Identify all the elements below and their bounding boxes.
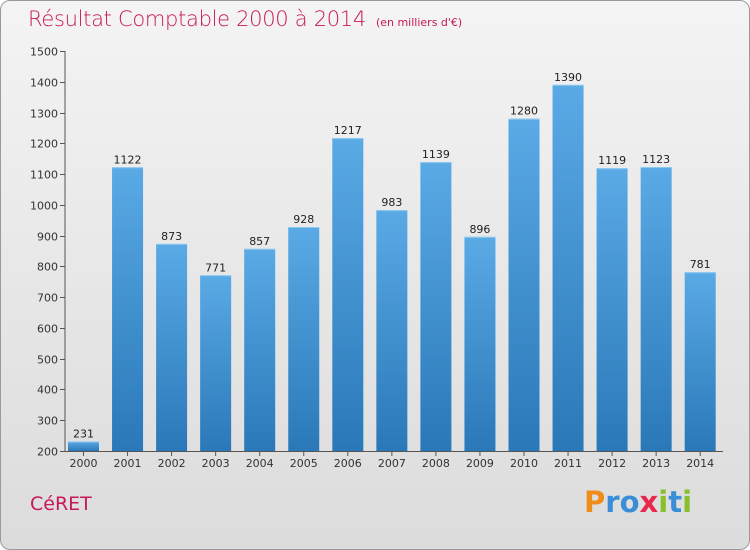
value-labels: 231 1122 873 771 857 928 1217 983 1139 896 1280 139…: [73, 71, 711, 441]
bar: [552, 84, 584, 451]
chart-title-unit: (en milliers d'€): [375, 16, 463, 29]
x-tick-label: 2007: [378, 457, 406, 470]
x-tick-label: 2010: [510, 457, 538, 470]
bar: [288, 227, 320, 451]
axes: 200 300 400 500 600 700 800 900 1000 1100 1200 1300…: [30, 46, 723, 470]
bar: [332, 138, 364, 452]
logo-letter: i: [658, 485, 669, 519]
chart-title-main: Résultat Comptable 2000 à 2014: [28, 7, 366, 31]
y-tick-label: 300: [37, 415, 58, 428]
bar: [156, 243, 188, 451]
chart-title: Résultat Comptable 2000 à 2014 (en millie…: [28, 7, 462, 31]
y-tick-label: 700: [37, 292, 58, 305]
data-label: 1139: [422, 148, 450, 161]
logo-letter: P: [584, 485, 606, 519]
bar: [596, 168, 628, 451]
x-tick-label: 2004: [246, 457, 274, 470]
y-tick-label: 1200: [30, 138, 58, 151]
data-label: 983: [381, 196, 402, 209]
y-tick-label: 500: [37, 354, 58, 367]
data-label: 1122: [114, 153, 142, 166]
data-label: 781: [690, 258, 711, 271]
x-tick-label: 2008: [422, 457, 450, 470]
y-tick-label: 400: [37, 384, 58, 397]
logo-letter: t: [668, 485, 683, 519]
y-tick-label: 1500: [30, 46, 58, 59]
y-tick-label: 600: [37, 323, 58, 336]
x-tick-label: 2000: [70, 457, 98, 470]
data-label: 1217: [334, 124, 362, 137]
x-tick-label: 2014: [686, 457, 714, 470]
bar: [244, 248, 276, 451]
data-label: 1123: [642, 153, 670, 166]
logo-letter: r: [605, 485, 620, 519]
data-label: 857: [249, 235, 270, 248]
y-tick-label: 1100: [30, 169, 58, 182]
bar: [464, 236, 496, 451]
data-label: 1119: [598, 154, 626, 167]
x-tick-label: 2009: [466, 457, 494, 470]
proxiti-logo: Proxiti: [584, 485, 692, 519]
y-tick-label: 800: [37, 261, 58, 274]
bar: [684, 272, 716, 451]
bars: [68, 84, 716, 452]
town-name: CéRET: [30, 493, 92, 515]
bar: [640, 167, 672, 451]
logo-letter: o: [619, 485, 640, 519]
bar: [112, 167, 144, 452]
logo-letter: i: [682, 485, 693, 519]
x-tick-label: 2011: [554, 457, 582, 470]
x-tick-label: 2005: [290, 457, 318, 470]
data-label: 928: [293, 213, 314, 226]
x-tick-label: 2013: [642, 457, 670, 470]
y-tick-label: 900: [37, 231, 58, 244]
bar: [508, 118, 540, 451]
x-tick-label: 2002: [158, 457, 186, 470]
data-label: 1390: [554, 71, 582, 84]
y-tick-label: 200: [37, 446, 58, 459]
bar: [420, 162, 452, 452]
bar: [376, 210, 408, 451]
x-tick-label: 2001: [114, 457, 142, 470]
x-tick-label: 2003: [202, 457, 230, 470]
data-label: 873: [161, 230, 182, 243]
bar: [68, 441, 99, 451]
logo-letter: x: [639, 485, 659, 519]
bar: [200, 275, 232, 451]
x-tick-label: 2006: [334, 457, 362, 470]
y-tick-label: 1400: [30, 77, 58, 90]
data-label: 1280: [510, 105, 538, 118]
data-label: 896: [469, 223, 490, 236]
data-label: 771: [205, 261, 226, 274]
y-tick-label: 1300: [30, 108, 58, 121]
x-tick-label: 2012: [598, 457, 626, 470]
data-label: 231: [73, 427, 94, 440]
y-tick-label: 1000: [30, 200, 58, 213]
